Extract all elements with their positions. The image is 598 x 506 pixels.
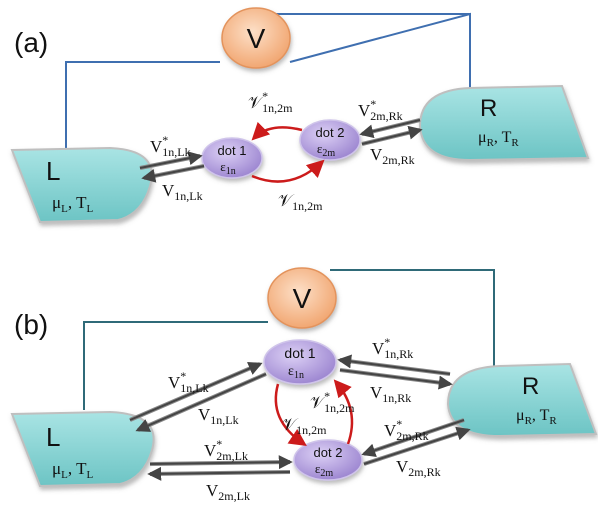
panel-b: (b) V L μL, TL R μR, TR dot 1 ε1n <box>12 268 596 503</box>
panel-a-label: (a) <box>14 27 48 58</box>
panel-b-label-v1nlk-star: V* 1n,Lk <box>168 369 209 395</box>
panel-b-label-v2mlk: V2m,Lk <box>206 481 250 503</box>
panel-b-wire-left <box>84 322 268 410</box>
panel-a-label-v1nlk-star: V* 1n,Lk <box>150 133 191 159</box>
panel-a-label-inter-star: 𝒱* 1n,2m <box>248 89 293 115</box>
panel-a-label-v2mrk: V2m,Rk <box>370 145 415 167</box>
panel-b-dot2-name: dot 2 <box>314 445 343 460</box>
panel-b-left-lead-name: L <box>46 422 60 452</box>
panel-a-dot2-name: dot 2 <box>316 125 345 140</box>
panel-a-right-lead-name: R <box>480 95 497 122</box>
panel-b-label: (b) <box>14 309 48 340</box>
panel-b-label-v2mlk-star: V* 2m,Lk <box>204 437 248 463</box>
panel-b-label-v1nrk: V1n,Rk <box>370 383 411 405</box>
panel-a-wire-left <box>66 62 220 150</box>
panel-a-label-inter: 𝒱1n,2m <box>278 191 323 213</box>
panel-b-label-v2mrk: V2m,Rk <box>396 457 441 479</box>
panel-b-label-v2mrk-star: V* 2m,Rk <box>384 417 429 443</box>
panel-a-wire-right <box>290 14 470 92</box>
panel-b-voltmeter-label: V <box>293 283 312 314</box>
panel-a-label-v2mrk-star: V* 2m,Rk <box>358 97 403 123</box>
panel-a-right-lead <box>420 86 588 160</box>
panel-a-arrow-dot1-to-dot2 <box>252 162 322 182</box>
panel-b-dot1-name: dot 1 <box>284 345 315 361</box>
panel-a-arrow-dot2-to-dot1 <box>254 127 302 138</box>
panel-a-voltmeter: V <box>222 8 290 68</box>
panel-b-label-v1nrk-star: V* 1n,Rk <box>372 335 413 361</box>
panel-b-right-lead-name: R <box>522 373 539 400</box>
panel-a-dot1-name: dot 1 <box>218 143 247 158</box>
panel-a-left-lead-name: L <box>46 156 60 186</box>
panel-b-label-v1nlk: V1n,Lk <box>198 405 239 427</box>
panel-a-voltmeter-label: V <box>247 23 266 54</box>
panel-a: (a) V L μL, TL R μR, TR dot <box>12 8 588 222</box>
panel-b-label-inter: 𝒱1n,2m <box>282 415 327 437</box>
panel-b-label-inter-star: 𝒱* 1n,2m <box>310 389 355 415</box>
panel-b-voltmeter: V <box>268 268 336 328</box>
panel-a-label-v1nlk: V1n,Lk <box>162 181 203 203</box>
